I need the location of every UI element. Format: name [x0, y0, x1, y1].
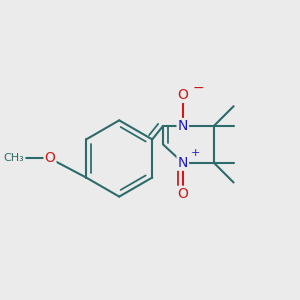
- Text: +: +: [191, 148, 200, 158]
- Text: O: O: [45, 152, 56, 166]
- Text: CH₃: CH₃: [4, 154, 25, 164]
- Text: N: N: [178, 156, 188, 170]
- Text: N: N: [178, 119, 188, 133]
- Text: O: O: [177, 88, 188, 102]
- Text: O: O: [177, 187, 188, 201]
- Text: −: −: [193, 81, 204, 95]
